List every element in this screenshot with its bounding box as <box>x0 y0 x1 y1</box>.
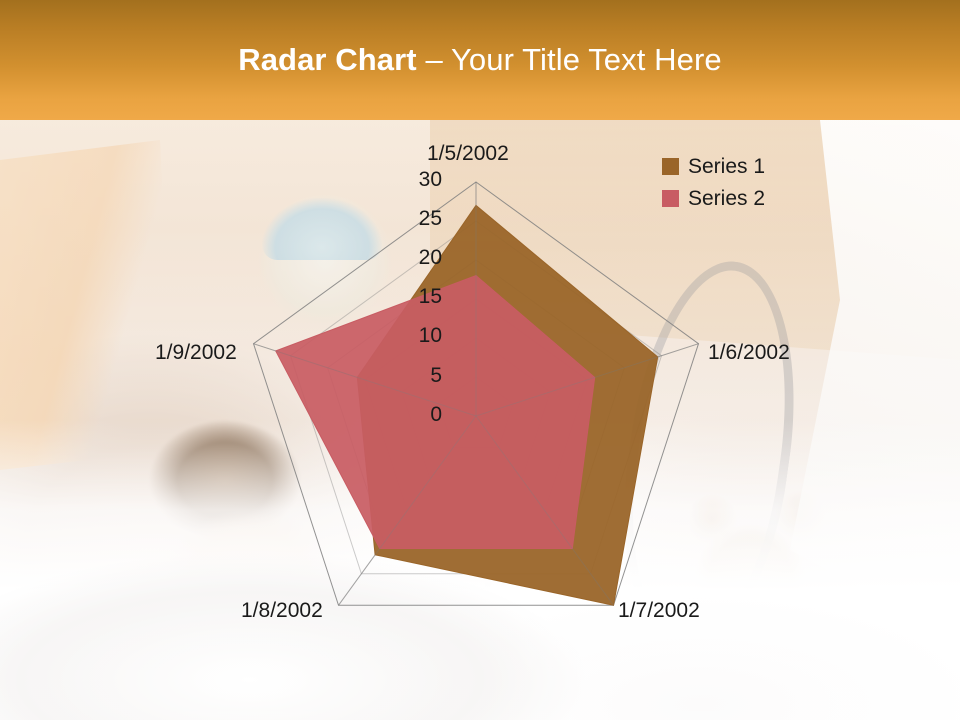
category-label-bottom-right: 1/7/2002 <box>618 599 700 622</box>
axis-tick-10: 10 <box>418 324 442 347</box>
category-label-left: 1/9/2002 <box>155 341 237 364</box>
axis-tick-0: 0 <box>430 403 442 426</box>
series-2-area <box>274 275 596 549</box>
axis-tick-20: 20 <box>418 246 442 269</box>
title-banner <box>0 0 960 120</box>
legend-item-series-1[interactable]: Series 1 <box>662 156 765 177</box>
axis-tick-30: 30 <box>418 168 442 191</box>
legend-swatch-series-1 <box>662 158 679 175</box>
category-label-bottom-left: 1/8/2002 <box>241 599 323 622</box>
axis-tick-25: 25 <box>418 207 442 230</box>
axis-tick-5: 5 <box>430 364 442 387</box>
page-title-rest: – Your Title Text Here <box>416 42 722 77</box>
chart-legend: Series 1 Series 2 <box>662 156 765 209</box>
legend-item-series-2[interactable]: Series 2 <box>662 188 765 209</box>
radar-plot <box>252 181 700 606</box>
radar-grid-spokes-overlay <box>253 182 699 606</box>
page-title-strong: Radar Chart <box>238 42 417 77</box>
axis-tick-15: 15 <box>418 285 442 308</box>
page-title: Radar Chart – Your Title Text Here <box>0 0 960 120</box>
legend-label-series-1: Series 1 <box>688 155 766 178</box>
legend-label-series-2: Series 2 <box>688 187 766 210</box>
category-label-top: 1/5/2002 <box>427 142 509 165</box>
category-label-right: 1/6/2002 <box>708 341 790 364</box>
radar-chart: 30 25 20 15 10 5 0 1/5/2002 1/6/2002 1/7… <box>0 120 960 720</box>
legend-swatch-series-2 <box>662 190 679 207</box>
